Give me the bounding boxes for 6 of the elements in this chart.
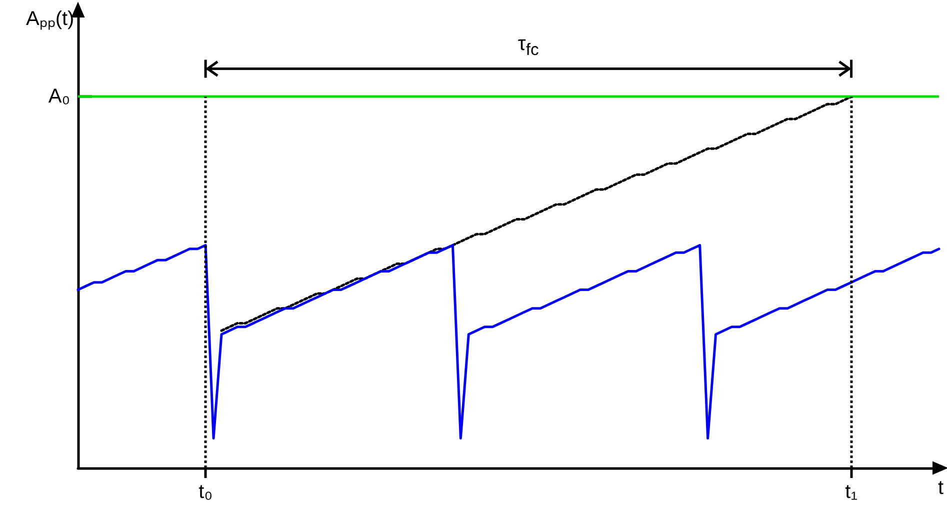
- text: τ$_{fc}$: [518, 33, 539, 60]
- ref-line-label: A₀: [48, 86, 70, 108]
- x-tick-label: t₁: [845, 481, 858, 503]
- x-axis-title: t: [938, 476, 944, 500]
- y-axis-title: Aₚₚ(t): [26, 6, 74, 30]
- x-tick-label: t₀: [198, 481, 212, 503]
